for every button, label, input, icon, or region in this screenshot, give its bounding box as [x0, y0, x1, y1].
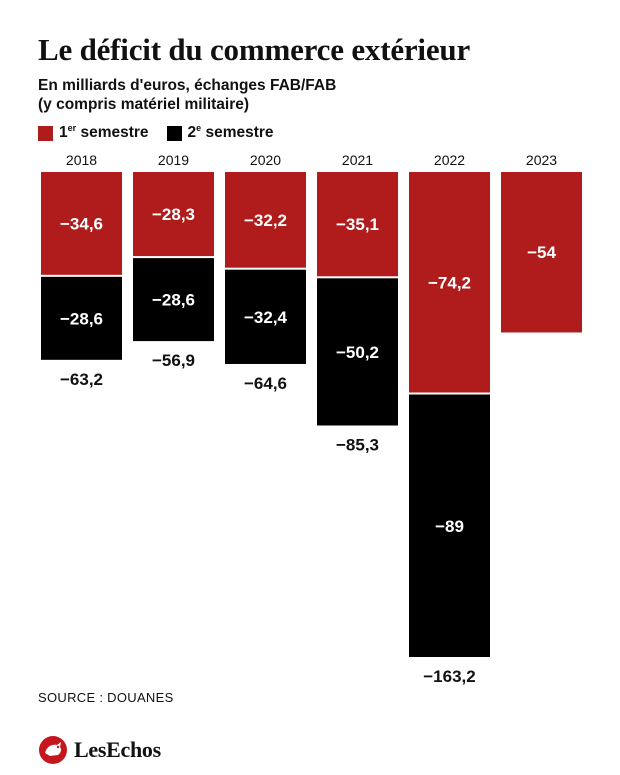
year-label-2018: 2018 [66, 152, 97, 168]
subtitle-line-1: En milliards d'euros, échanges FAB/FAB [38, 77, 337, 94]
value-label-second-half-2021: −50,2 [336, 343, 379, 362]
legend: 1er semestre 2e semestre [38, 122, 292, 142]
legend-item-second-half: 2e semestre [166, 122, 274, 142]
bar-first-half-2023 [501, 172, 582, 333]
legend-swatch-second-half [166, 125, 182, 141]
legend-swatch-first-half [38, 125, 53, 141]
legend-label-second-half: 2e semestre [187, 122, 274, 141]
total-label-2018: −63,2 [60, 370, 103, 389]
bar-second-half-2019 [133, 258, 214, 342]
subtitle-line-2: (y compris matériel militaire) [38, 96, 250, 113]
year-label-2020: 2020 [250, 152, 281, 168]
value-label-second-half-2019: −28,6 [152, 291, 195, 310]
value-label-second-half-2022: −89 [435, 517, 464, 536]
source-note: SOURCE : DOUANES [38, 690, 174, 705]
year-label-2019: 2019 [158, 152, 189, 168]
legend-item-first-half: 1er semestre [38, 122, 149, 142]
bar-first-half-2022 [409, 172, 490, 393]
total-label-2021: −85,3 [336, 435, 379, 454]
deficit-bar-chart: 2018 −34,6 −28,6 −63,2 2019 −28,3 −28,6 −56,9 20… [41, 152, 582, 686]
total-label-2022: −163,2 [423, 667, 475, 686]
value-label-second-half-2020: −32,4 [244, 308, 288, 327]
value-label-first-half-2020: −32,2 [244, 211, 287, 230]
chart-title: Le déficit du commerce extérieur [38, 32, 471, 67]
bar-second-half-2018 [41, 276, 122, 360]
year-label-2022: 2022 [434, 152, 465, 168]
total-label-2020: −64,6 [244, 374, 287, 393]
value-label-first-half-2021: −35,1 [336, 215, 379, 234]
les-echos-logo: LesEchos [38, 735, 161, 765]
bar-second-half-2020 [225, 269, 306, 364]
bar-first-half-2021 [317, 172, 398, 277]
bar-second-half-2022 [409, 394, 490, 657]
value-label-first-half-2019: −28,3 [152, 205, 195, 224]
year-label-2023: 2023 [526, 152, 557, 168]
value-label-first-half-2022: −74,2 [428, 273, 471, 292]
bar-first-half-2018 [41, 172, 122, 275]
bar-first-half-2019 [133, 172, 214, 257]
value-label-first-half-2018: −34,6 [60, 214, 103, 233]
total-label-2019: −56,9 [152, 351, 195, 370]
logo-text: LesEchos [74, 737, 161, 762]
les-echos-rooster-icon [39, 736, 67, 764]
value-label-second-half-2018: −28,6 [60, 309, 103, 328]
legend-label-first-half: 1er semestre [59, 122, 149, 141]
bar-second-half-2021 [317, 278, 398, 426]
value-label-first-half-2023: −54 [527, 243, 556, 262]
bar-first-half-2020 [225, 172, 306, 268]
year-label-2021: 2021 [342, 152, 373, 168]
chart-subtitle: En milliards d'euros, échanges FAB/FAB (… [38, 76, 336, 114]
